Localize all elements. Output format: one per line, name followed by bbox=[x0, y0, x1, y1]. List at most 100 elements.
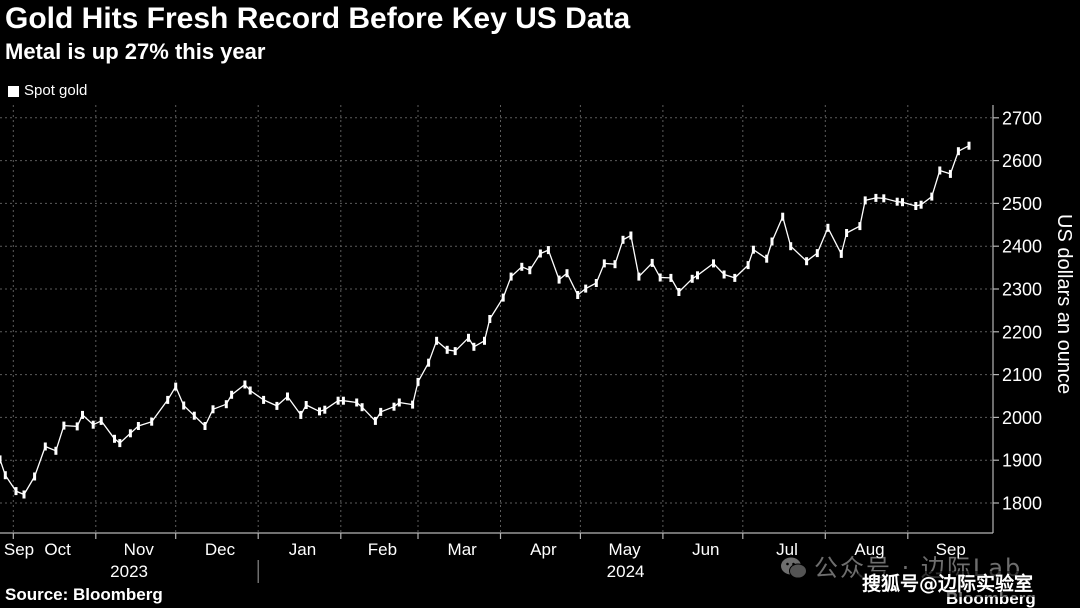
spot-gold-candle bbox=[341, 396, 345, 405]
spot-gold-candle bbox=[299, 410, 303, 419]
y-tick-label: 2100 bbox=[1002, 365, 1042, 385]
spot-gold-candle bbox=[722, 270, 726, 279]
spot-gold-candle bbox=[286, 392, 289, 401]
spot-gold-candle bbox=[815, 249, 819, 258]
year-label: 2023 bbox=[110, 562, 148, 581]
y-tick-label: 2300 bbox=[1002, 280, 1042, 300]
y-tick-label: 2700 bbox=[1002, 108, 1042, 128]
y-tick-label: 1900 bbox=[1002, 451, 1042, 471]
spot-gold-candle bbox=[696, 271, 699, 280]
spot-gold-candle bbox=[54, 446, 58, 455]
spot-gold-candle bbox=[62, 421, 66, 430]
sohu-watermark: 搜狐号@边际实验室 bbox=[858, 571, 1038, 597]
spot-gold-candle bbox=[397, 398, 401, 407]
spot-gold-candle bbox=[839, 249, 843, 258]
spot-gold-candle bbox=[81, 410, 84, 419]
source-note: Source: Bloomberg bbox=[5, 585, 163, 604]
x-tick-label: Aug bbox=[854, 540, 884, 559]
spot-gold-candle bbox=[621, 235, 625, 244]
spot-gold-candle bbox=[427, 358, 431, 367]
spot-gold-candle bbox=[629, 231, 633, 240]
spot-gold-candle bbox=[318, 407, 321, 416]
spot-gold-candle bbox=[501, 293, 505, 302]
spot-gold-line bbox=[0, 145, 970, 496]
legend-label: Spot gold bbox=[24, 82, 88, 99]
spot-gold-candle bbox=[938, 166, 942, 175]
spot-gold-candle bbox=[472, 342, 476, 351]
spot-gold-candle bbox=[483, 336, 486, 345]
y-tick-label: 2400 bbox=[1002, 237, 1042, 257]
spot-gold-candle bbox=[14, 487, 18, 496]
spot-gold-candle bbox=[914, 202, 918, 210]
spot-gold-candle bbox=[765, 254, 769, 263]
x-tick-label: Oct bbox=[44, 540, 71, 559]
spot-gold-candle bbox=[33, 472, 37, 481]
spot-gold-candle bbox=[781, 212, 785, 221]
spot-gold-candle bbox=[174, 382, 178, 391]
spot-gold-candle bbox=[379, 407, 383, 416]
spot-gold-candle bbox=[488, 315, 492, 323]
spot-gold-candle bbox=[546, 246, 550, 255]
spot-gold-candle bbox=[509, 272, 513, 281]
spot-gold-candle bbox=[930, 192, 934, 201]
x-tick-label: Apr bbox=[530, 540, 557, 559]
x-tick-label: May bbox=[609, 540, 642, 559]
spot-gold-candle bbox=[75, 422, 79, 431]
spot-gold-candle bbox=[863, 196, 867, 205]
spot-gold-candle bbox=[845, 229, 849, 237]
spot-gold-candle bbox=[528, 266, 532, 275]
spot-gold-candle bbox=[520, 262, 524, 271]
spot-gold-candle bbox=[789, 242, 793, 251]
spot-gold-candle bbox=[166, 395, 170, 404]
spot-gold-candle bbox=[453, 347, 457, 356]
spot-gold-candle bbox=[557, 275, 561, 284]
spot-gold-candle bbox=[576, 291, 580, 299]
spot-gold-candle bbox=[435, 336, 439, 345]
spot-gold-candle bbox=[224, 400, 228, 409]
spot-gold-candle bbox=[637, 272, 641, 281]
legend: Spot gold bbox=[8, 81, 87, 101]
y-tick-label: 2500 bbox=[1002, 194, 1042, 214]
spot-gold-candle bbox=[874, 193, 878, 202]
x-tick-label: Jul bbox=[776, 540, 798, 559]
wechat-icon bbox=[781, 557, 807, 579]
spot-gold-candle bbox=[690, 274, 694, 283]
x-tick-label: Nov bbox=[124, 540, 155, 559]
spot-gold-candle bbox=[669, 273, 673, 282]
spot-gold-candle bbox=[901, 198, 904, 207]
spot-gold-candle bbox=[230, 390, 234, 399]
spot-gold-candle bbox=[203, 422, 207, 430]
x-tick-label: Jan bbox=[289, 540, 316, 559]
spot-gold-candle bbox=[467, 333, 470, 342]
spot-gold-candle bbox=[43, 442, 47, 451]
tick-labels: 1800 1900 2000 2100 2200 2300 2400 2500 2600 2700… bbox=[4, 108, 1042, 581]
spot-gold-candle bbox=[826, 223, 830, 232]
spot-gold-candle bbox=[712, 259, 715, 268]
spot-gold-candle bbox=[416, 377, 420, 386]
spot-gold-candle bbox=[99, 416, 103, 425]
spot-gold-candle bbox=[243, 380, 247, 389]
spot-gold-candle bbox=[211, 405, 215, 414]
x-tick-label: Sep bbox=[936, 540, 966, 559]
spot-gold-candle bbox=[323, 405, 327, 414]
spot-gold-candle bbox=[919, 200, 923, 209]
spot-gold-candle bbox=[373, 416, 377, 425]
y-tick-label: 2200 bbox=[1002, 322, 1042, 342]
spot-gold-candle bbox=[128, 429, 132, 438]
x-tick-label: Mar bbox=[448, 540, 478, 559]
spot-gold-candle bbox=[248, 386, 252, 395]
spot-gold-candle bbox=[304, 401, 308, 409]
spot-gold-candle bbox=[182, 401, 186, 410]
spot-gold-candle bbox=[91, 420, 95, 429]
year-label: 2024 bbox=[607, 562, 645, 581]
spot-gold-candle bbox=[565, 269, 569, 278]
y-tick-label: 2000 bbox=[1002, 408, 1042, 428]
spot-gold-candle bbox=[355, 398, 359, 407]
spot-gold-candle bbox=[751, 245, 755, 254]
spot-gold-candle bbox=[192, 411, 196, 420]
spot-gold-candle bbox=[895, 197, 899, 206]
spot-gold-candle bbox=[948, 169, 952, 178]
spot-gold-candle bbox=[336, 396, 340, 405]
spot-gold-candle bbox=[594, 279, 598, 287]
